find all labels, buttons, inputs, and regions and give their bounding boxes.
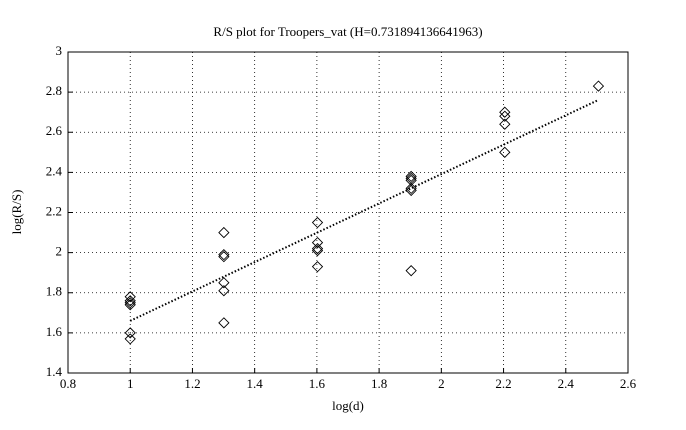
fit-line xyxy=(129,99,599,322)
x-tick-label: 1.8 xyxy=(371,376,387,391)
x-tick-label: 2.2 xyxy=(495,376,511,391)
point xyxy=(499,110,511,122)
x-tick-label: 1.4 xyxy=(247,376,264,391)
x-tick-label: 2 xyxy=(438,376,445,391)
x-tick-label: 2.6 xyxy=(620,376,637,391)
point xyxy=(218,277,230,289)
chart-title: R/S plot for Troopers_vat (H=0.731894136… xyxy=(213,24,482,39)
x-axis-label: log(d) xyxy=(332,398,364,413)
point xyxy=(405,170,417,183)
point xyxy=(499,106,511,118)
y-tick-label: 3 xyxy=(56,43,63,58)
y-tick-label: 2.6 xyxy=(46,123,63,138)
x-tick-label: 1.2 xyxy=(184,376,200,391)
point xyxy=(311,242,324,255)
point xyxy=(311,236,324,249)
point xyxy=(218,317,230,329)
x-tick-label: 1.6 xyxy=(309,376,326,391)
point xyxy=(218,226,230,239)
point xyxy=(124,327,136,339)
point xyxy=(592,80,605,92)
point xyxy=(218,285,230,297)
point xyxy=(124,291,136,303)
point xyxy=(218,251,230,263)
y-tick-label: 2 xyxy=(56,244,63,259)
point xyxy=(218,248,230,261)
y-tick-label: 2.2 xyxy=(46,203,62,218)
point xyxy=(311,244,324,257)
y-tick-label: 2.4 xyxy=(46,163,63,178)
point xyxy=(499,146,511,158)
point xyxy=(405,265,417,277)
y-tick-label: 1.6 xyxy=(46,324,63,339)
point xyxy=(311,216,324,229)
point xyxy=(124,295,136,307)
y-tick-label: 1.8 xyxy=(46,284,62,299)
plot-frame xyxy=(67,51,629,374)
x-tick-label: 2.4 xyxy=(558,376,575,391)
point xyxy=(499,118,511,130)
point xyxy=(405,184,417,197)
point xyxy=(405,182,417,195)
y-axis-label: log(R/S) xyxy=(9,190,24,235)
point xyxy=(124,299,136,311)
y-tick-label: 1.4 xyxy=(46,364,63,379)
point xyxy=(311,261,324,273)
y-tick-label: 2.8 xyxy=(46,83,62,98)
point xyxy=(124,333,136,345)
x-tick-label: 1 xyxy=(127,376,134,391)
x-tick-label: 0.8 xyxy=(60,376,76,391)
point xyxy=(124,297,136,309)
